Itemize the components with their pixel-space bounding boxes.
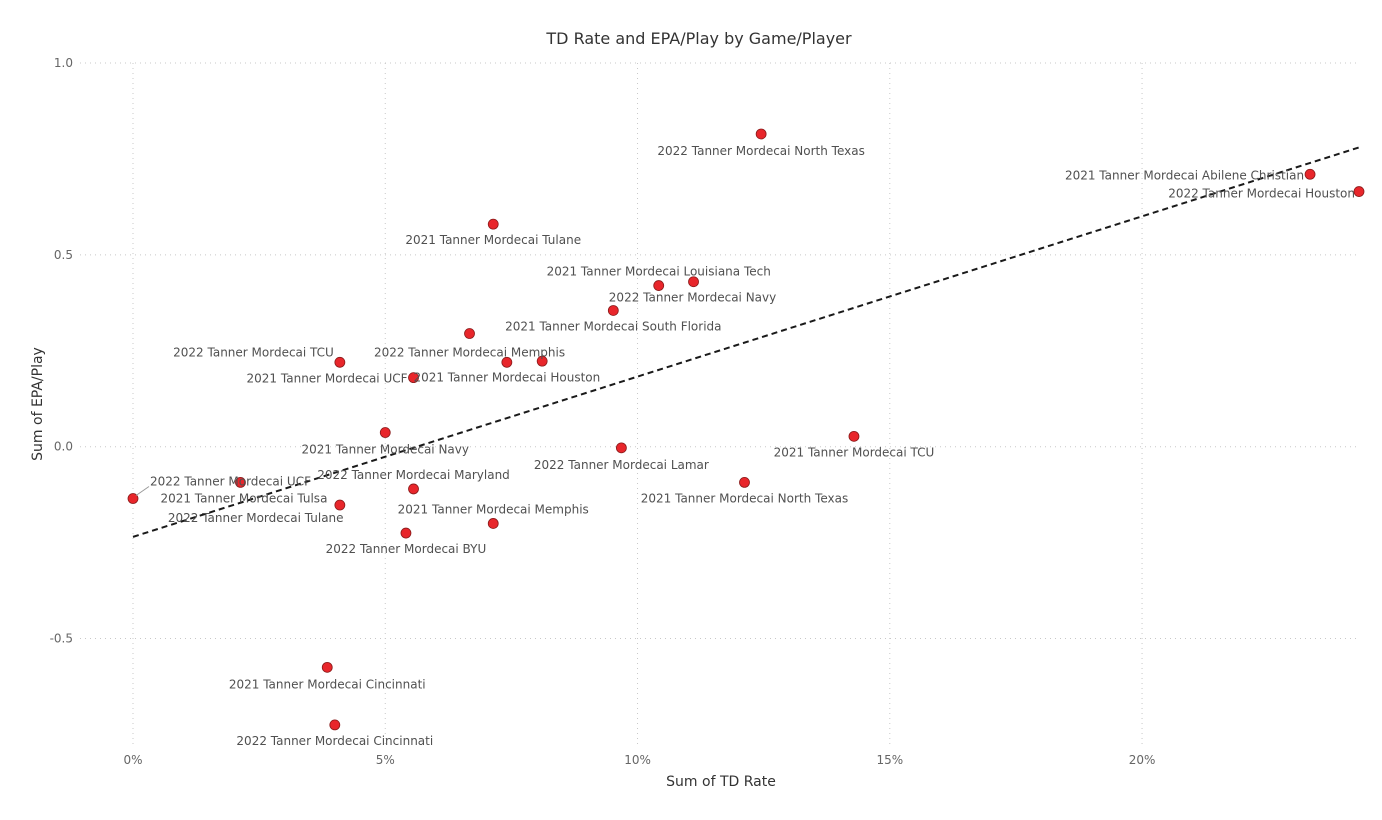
data-point[interactable] bbox=[334, 356, 346, 368]
data-point[interactable] bbox=[1304, 168, 1316, 180]
data-label: 2022 Tanner Mordecai Cincinnati bbox=[236, 734, 433, 748]
data-labels: 2022 Tanner Mordecai North Texas 2021 Tan… bbox=[135, 144, 1355, 748]
data-point[interactable] bbox=[1353, 186, 1365, 197]
data-point[interactable] bbox=[329, 719, 341, 731]
data-label: 2022 Tanner Mordecai TCU bbox=[173, 345, 334, 359]
data-point[interactable] bbox=[379, 427, 391, 438]
x-tick-label: 20% bbox=[1129, 753, 1156, 767]
data-label: 2022 Tanner Mordecai Navy bbox=[609, 291, 776, 305]
data-label: 2022 Tanner Mordecai Maryland bbox=[317, 468, 510, 482]
data-point[interactable] bbox=[739, 476, 750, 488]
data-point[interactable] bbox=[487, 518, 499, 529]
data-label: 2021 Tanner Mordecai South Florida bbox=[505, 319, 721, 333]
data-point[interactable] bbox=[653, 280, 665, 291]
data-label: 2022 Tanner Mordecai Memphis bbox=[374, 346, 565, 360]
x-tick-label: 0% bbox=[123, 753, 142, 767]
data-point[interactable] bbox=[848, 430, 860, 442]
data-label: 2021 Tanner Mordecai Cincinnati bbox=[229, 677, 426, 691]
grid-lines bbox=[80, 62, 1359, 746]
data-label: 2022 Tanner Mordecai North Texas bbox=[657, 144, 864, 158]
axis-ticks: 1.0 0.5 0.0 -0.5 0% 5% 10% 15% 20% bbox=[50, 56, 1156, 767]
x-tick-label: 5% bbox=[376, 753, 395, 767]
y-tick-label: -0.5 bbox=[50, 632, 73, 646]
y-tick-label: 0.5 bbox=[54, 248, 73, 262]
data-point[interactable] bbox=[464, 328, 475, 339]
data-point[interactable] bbox=[688, 276, 699, 288]
chart-title: TD Rate and EPA/Play by Game/Player bbox=[545, 29, 852, 48]
data-label: 2022 Tanner Mordecai Lamar bbox=[534, 458, 709, 472]
data-label: 2022 Tanner Mordecai Tulane bbox=[168, 511, 344, 525]
data-point[interactable] bbox=[755, 128, 767, 140]
data-point[interactable] bbox=[400, 527, 412, 539]
data-points bbox=[127, 128, 1365, 731]
data-label: 2022 Tanner Mordecai BYU bbox=[326, 542, 487, 556]
data-label: 2021 Tanner Mordecai Memphis bbox=[398, 502, 589, 516]
label-leader-line bbox=[135, 486, 150, 496]
data-label: 2021 Tanner Mordecai Louisiana Tech bbox=[547, 265, 771, 279]
data-point[interactable] bbox=[615, 442, 627, 454]
data-label: 2022 Tanner Mordecai Houston bbox=[1168, 187, 1355, 201]
data-point[interactable] bbox=[321, 661, 333, 673]
data-point[interactable] bbox=[408, 372, 419, 384]
data-point[interactable] bbox=[501, 356, 513, 368]
x-tick-label: 10% bbox=[624, 753, 651, 767]
data-label: 2021 Tanner Mordecai Tulane bbox=[405, 233, 581, 247]
data-point[interactable] bbox=[536, 355, 548, 367]
data-point[interactable] bbox=[607, 305, 619, 316]
data-label: 2021 Tanner Mordecai TCU bbox=[774, 445, 935, 459]
data-point[interactable] bbox=[235, 476, 246, 488]
trend-line bbox=[132, 146, 1360, 538]
data-point[interactable] bbox=[487, 218, 499, 230]
y-axis-title: Sum of EPA/Play bbox=[30, 347, 46, 461]
data-label: 2022 Tanner Mordecai UCF bbox=[150, 475, 311, 489]
y-tick-label: 0.0 bbox=[54, 440, 73, 454]
x-axis-title: Sum of TD Rate bbox=[666, 774, 776, 790]
data-label: 2021 Tanner Mordecai Navy bbox=[302, 443, 469, 457]
y-tick-label: 1.0 bbox=[54, 56, 73, 70]
data-label: 2021 Tanner Mordecai Abilene Christian bbox=[1065, 168, 1304, 182]
x-tick-label: 15% bbox=[876, 753, 903, 767]
data-label: 2021 Tanner Mordecai Houston bbox=[413, 370, 600, 384]
data-label: 2021 Tanner Mordecai Tulsa bbox=[160, 491, 327, 505]
data-point[interactable] bbox=[127, 493, 139, 504]
data-point[interactable] bbox=[408, 483, 419, 495]
data-label: 2021 Tanner Mordecai UCF bbox=[247, 372, 408, 386]
trend-layer bbox=[132, 146, 1360, 538]
data-label: 2021 Tanner Mordecai North Texas bbox=[641, 491, 848, 505]
data-point[interactable] bbox=[334, 499, 346, 511]
